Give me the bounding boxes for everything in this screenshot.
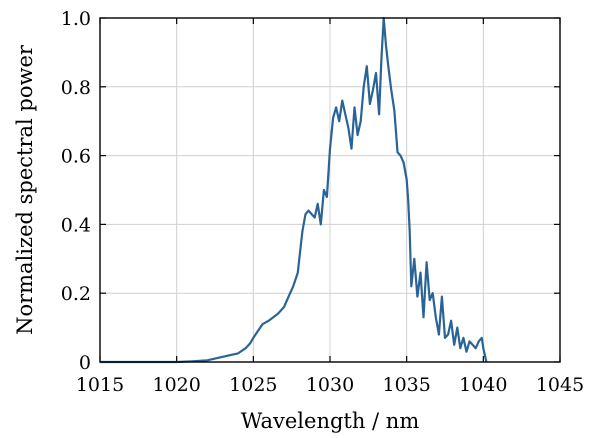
y-axis-label: Normalized spectral power: [13, 44, 37, 335]
x-tick-label: 1025: [229, 374, 277, 396]
grid-lines: [99, 17, 561, 363]
y-tick-labels: 0 0.2 0.4 0.6 0.8 1.0: [61, 8, 91, 374]
spectral-power-line: [100, 16, 488, 364]
x-tick-label: 1030: [306, 374, 354, 396]
x-tick-label: 1020: [152, 374, 200, 396]
x-axis-label: Wavelength / nm: [241, 409, 420, 433]
x-tick-labels: 1015 1020 1025 1030 1035 1040 1045: [76, 374, 584, 396]
y-tick-label: 0.6: [61, 146, 91, 168]
y-tick-label: 0: [79, 352, 91, 374]
x-tick-label: 1045: [536, 374, 584, 396]
x-tick-label: 1035: [382, 374, 430, 396]
y-tick-label: 0.2: [61, 283, 91, 305]
x-tick-label: 1040: [459, 374, 507, 396]
y-tick-label: 1.0: [61, 8, 91, 30]
y-tick-label: 0.4: [61, 214, 91, 236]
plot-frame: [99, 17, 561, 363]
x-tick-label: 1015: [76, 374, 124, 396]
y-tick-label: 0.8: [61, 77, 91, 99]
